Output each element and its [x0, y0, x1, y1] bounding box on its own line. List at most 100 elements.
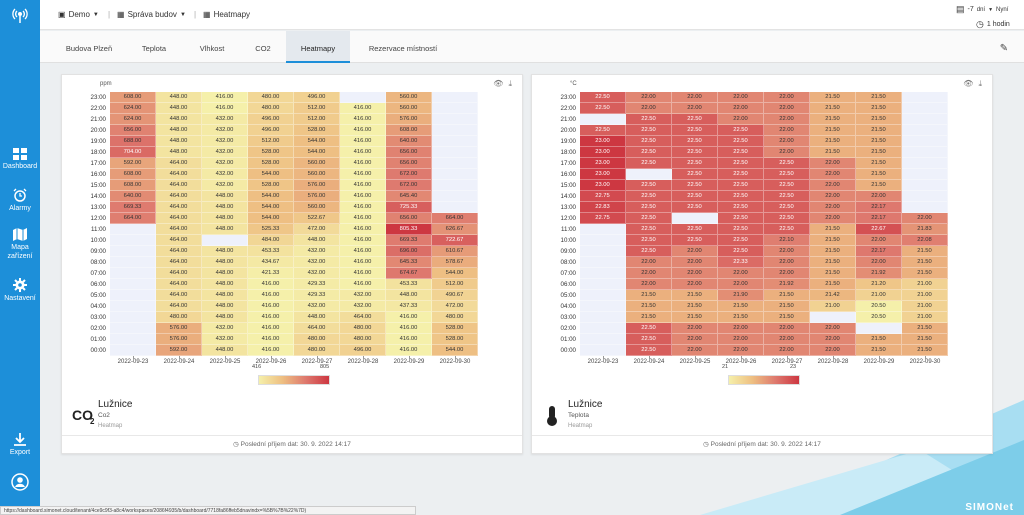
heatmap-cell[interactable]: 22.00 [810, 334, 856, 345]
heatmap-cell[interactable] [902, 180, 948, 191]
heatmap-cell[interactable]: 22.50 [764, 169, 810, 180]
heatmap-cell[interactable]: 704.00 [110, 147, 156, 158]
heatmap-cell[interactable]: 21.50 [856, 180, 902, 191]
heatmap-cell[interactable] [110, 301, 156, 312]
heatmap-cell[interactable]: 464.00 [340, 312, 386, 323]
heatmap-cell[interactable] [902, 158, 948, 169]
heatmap-cell[interactable]: 656.00 [386, 213, 432, 224]
heatmap-cell[interactable]: 22.00 [626, 268, 672, 279]
heatmap-cell[interactable]: 512.00 [294, 103, 340, 114]
heatmap-cell[interactable]: 560.00 [386, 92, 432, 103]
heatmap-cell[interactable]: 22.50 [626, 158, 672, 169]
heatmap-cell[interactable]: 448.00 [202, 257, 248, 268]
heatmap-cell[interactable]: 21.50 [810, 257, 856, 268]
heatmap-cell[interactable]: 22.00 [810, 191, 856, 202]
sidebar-item-device-map[interactable]: Mapa zařízení [0, 228, 40, 261]
heatmap-cell[interactable]: 21.00 [856, 290, 902, 301]
heatmap-cell[interactable]: 416.00 [340, 235, 386, 246]
heatmap-cell[interactable]: 645.33 [386, 257, 432, 268]
heatmap-cell[interactable]: 22.00 [764, 92, 810, 103]
heatmap-cell[interactable] [580, 334, 626, 345]
heatmap-cell[interactable] [432, 114, 478, 125]
heatmap-cell[interactable]: 624.00 [110, 114, 156, 125]
heatmap-cell[interactable]: 21.50 [764, 290, 810, 301]
heatmap-cell[interactable]: 416.00 [340, 125, 386, 136]
heatmap-cell[interactable] [672, 213, 718, 224]
heatmap-cell[interactable]: 22.00 [764, 246, 810, 257]
heatmap-cell[interactable]: 22.50 [672, 136, 718, 147]
heatmap-cell[interactable]: 464.00 [156, 246, 202, 257]
heatmap-cell[interactable]: 576.00 [294, 180, 340, 191]
heatmap-cell[interactable]: 448.00 [156, 103, 202, 114]
heatmap-cell[interactable]: 22.50 [626, 323, 672, 334]
heatmap-cell[interactable]: 528.00 [248, 147, 294, 158]
heatmap-cell[interactable]: 416.00 [386, 323, 432, 334]
heatmap-cell[interactable]: 544.00 [294, 136, 340, 147]
heatmap-cell[interactable]: 21.50 [856, 92, 902, 103]
heatmap-cell[interactable] [902, 103, 948, 114]
heatmap-cell[interactable]: 432.00 [202, 323, 248, 334]
heatmap-cell[interactable]: 416.00 [202, 92, 248, 103]
heatmap-cell[interactable]: 22.00 [626, 279, 672, 290]
heatmap-cell[interactable]: 512.00 [294, 114, 340, 125]
heatmap-cell[interactable]: 22.00 [672, 246, 718, 257]
heatmap-cell[interactable]: 21.50 [810, 268, 856, 279]
heatmap-cell[interactable]: 432.00 [202, 136, 248, 147]
heatmap-cell[interactable]: 434.67 [248, 257, 294, 268]
heatmap-cell[interactable]: 416.00 [340, 136, 386, 147]
heatmap-cell[interactable]: 21.50 [810, 136, 856, 147]
heatmap-cell[interactable]: 464.00 [156, 235, 202, 246]
heatmap-cell[interactable]: 421.33 [248, 268, 294, 279]
heatmap-cell[interactable]: 448.00 [202, 268, 248, 279]
heatmap-cell[interactable]: 448.00 [202, 290, 248, 301]
heatmap-cell[interactable]: 22.00 [764, 268, 810, 279]
heatmap-cell[interactable]: 432.00 [202, 125, 248, 136]
heatmap-cell[interactable]: 22.50 [764, 180, 810, 191]
heatmap-cell[interactable]: 22.50 [626, 191, 672, 202]
heatmap-cell[interactable]: 22.00 [718, 103, 764, 114]
heatmap-cell[interactable]: 544.00 [432, 345, 478, 356]
heatmap-cell[interactable]: 21.50 [626, 301, 672, 312]
heatmap-cell[interactable]: 22.50 [718, 191, 764, 202]
heatmap-cell[interactable]: 674.67 [386, 268, 432, 279]
heatmap-cell[interactable]: 21.50 [856, 136, 902, 147]
sidebar-item-alarms[interactable]: Alarmy [0, 188, 40, 213]
heatmap-cell[interactable]: 496.00 [340, 345, 386, 356]
heatmap-cell[interactable]: 21.50 [810, 147, 856, 158]
heatmap-cell[interactable]: 496.00 [248, 114, 294, 125]
heatmap-cell[interactable]: 22.00 [764, 323, 810, 334]
heatmap-cell[interactable]: 21.50 [672, 290, 718, 301]
heatmap-cell[interactable]: 22.50 [626, 334, 672, 345]
heatmap-cell[interactable]: 22.50 [718, 213, 764, 224]
heatmap-cell[interactable]: 23.00 [580, 147, 626, 158]
heatmap-cell[interactable]: 22.00 [810, 180, 856, 191]
sidebar-item-settings[interactable]: Nastavení [0, 278, 40, 303]
heatmap-cell[interactable]: 722.67 [432, 235, 478, 246]
heatmap-cell[interactable] [110, 312, 156, 323]
heatmap-cell[interactable]: 22.17 [856, 213, 902, 224]
heatmap-cell[interactable]: 21.90 [718, 290, 764, 301]
heatmap-cell[interactable]: 592.00 [110, 158, 156, 169]
heatmap-cell[interactable]: 688.00 [110, 136, 156, 147]
heatmap-cell[interactable]: 21.50 [810, 235, 856, 246]
heatmap-cell[interactable]: 22.50 [672, 125, 718, 136]
heatmap-cell[interactable]: 432.00 [202, 169, 248, 180]
heatmap-cell[interactable]: 544.00 [248, 191, 294, 202]
heatmap-cell[interactable]: 480.00 [156, 312, 202, 323]
heatmap-cell[interactable]: 472.00 [294, 224, 340, 235]
heatmap-cell[interactable]: 22.50 [718, 246, 764, 257]
heatmap-cell[interactable]: 21.50 [856, 334, 902, 345]
heatmap-cell[interactable]: 22.00 [764, 257, 810, 268]
heatmap-cell[interactable]: 610.67 [432, 246, 478, 257]
heatmap-cell[interactable]: 21.50 [718, 301, 764, 312]
heatmap-cell[interactable]: 480.00 [294, 345, 340, 356]
heatmap-cell[interactable]: 22.50 [626, 147, 672, 158]
heatmap-cell[interactable]: 22.50 [626, 213, 672, 224]
heatmap-cell[interactable] [432, 180, 478, 191]
heatmap-cell[interactable]: 448.00 [202, 301, 248, 312]
tab-heatmapy[interactable]: Heatmapy [286, 31, 350, 63]
heatmap-cell[interactable]: 22.50 [626, 114, 672, 125]
heatmap-cell[interactable]: 416.00 [248, 301, 294, 312]
heatmap-cell[interactable]: 608.00 [110, 92, 156, 103]
heatmap-cell[interactable]: 22.00 [672, 334, 718, 345]
